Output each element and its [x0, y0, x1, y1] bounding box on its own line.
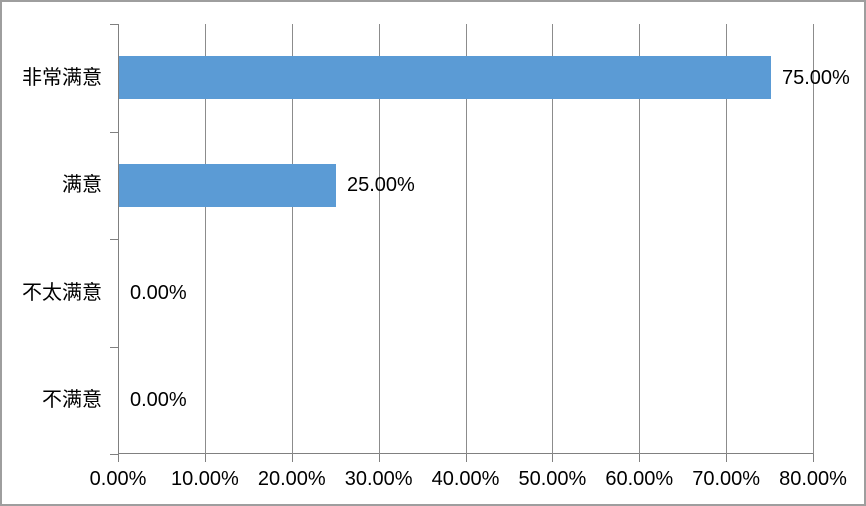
category-label: 不太满意 — [22, 282, 102, 304]
x-axis-tick-mark — [726, 454, 728, 462]
x-axis-tick-label: 70.00% — [692, 468, 761, 490]
x-axis-tick-label: 50.00% — [518, 468, 587, 490]
x-axis-tick-mark — [639, 454, 641, 462]
bar-value-label: 0.00% — [130, 389, 187, 411]
x-axis-tick-label: 60.00% — [605, 468, 674, 490]
x-axis-tick-mark — [552, 454, 554, 462]
x-axis-tick-label: 10.00% — [170, 468, 239, 490]
bar-value-label: 75.00% — [782, 67, 850, 89]
category-label: 非常满意 — [22, 67, 102, 89]
gridline — [813, 24, 814, 454]
bar — [119, 164, 336, 207]
x-axis-tick-label: 20.00% — [257, 468, 326, 490]
x-axis-tick-mark — [204, 454, 206, 462]
gridline — [639, 24, 641, 454]
y-axis-tick-mark — [110, 239, 118, 240]
y-axis-tick-mark — [110, 454, 118, 455]
gridline — [204, 24, 206, 454]
x-axis-tick-label: 40.00% — [431, 468, 500, 490]
category-label: 满意 — [62, 174, 102, 196]
bar — [119, 56, 771, 99]
gridline — [465, 24, 467, 454]
x-axis-tick-mark — [378, 454, 380, 462]
category-label: 不满意 — [42, 389, 102, 411]
x-axis-tick-label: 30.00% — [344, 468, 413, 490]
y-axis-tick-mark — [110, 347, 118, 348]
x-axis-tick-mark — [465, 454, 467, 462]
y-axis-category-labels: 非常满意满意不太满意不满意 — [2, 24, 102, 454]
x-axis-tick-label: 0.00% — [89, 468, 147, 490]
y-axis-line — [118, 24, 119, 454]
x-axis-tick-label: 80.00% — [779, 468, 847, 490]
x-axis-tick-labels: 0.00% 10.00% 20.00% 30.00% 40.00% 50.00% 60.00… — [90, 454, 847, 494]
y-axis-tick-mark — [110, 24, 118, 25]
x-axis-tick-mark — [813, 454, 814, 462]
gridline — [726, 24, 728, 454]
gridline — [291, 24, 293, 454]
plot-area: 75.00% 25.00% 0.00% 0.00% — [110, 24, 850, 462]
bar-value-label: 0.00% — [130, 282, 187, 304]
x-axis-tick-mark — [118, 454, 119, 462]
x-axis-tick-mark — [291, 454, 293, 462]
y-axis-tick-mark — [110, 132, 118, 133]
bar-value-label: 25.00% — [347, 174, 415, 196]
gridline — [552, 24, 554, 454]
gridline — [378, 24, 380, 454]
